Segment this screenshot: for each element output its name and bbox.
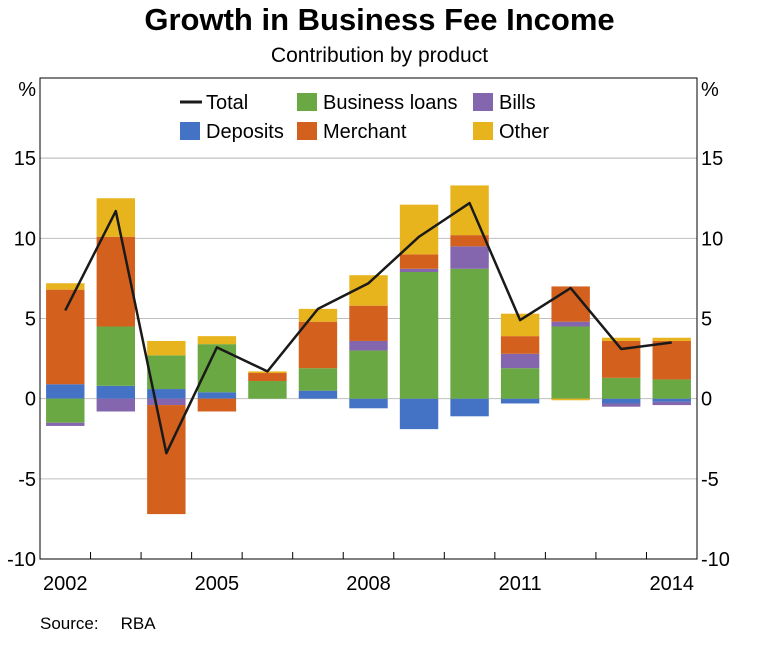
y-tick-label-left: 0 (25, 389, 36, 411)
bar-segment-merchant-2007 (298, 321, 338, 369)
chart-title: Growth in Business Fee Income (144, 2, 615, 37)
bar-segment-deposits-2013 (601, 398, 641, 404)
y-tick-label-left: 5 (25, 309, 36, 331)
y-tick-label-right: 5 (701, 309, 712, 331)
x-tick-label: 2014 (649, 573, 694, 595)
bar-segment-other-2003 (96, 198, 136, 237)
legend-swatch-business_loans (297, 93, 317, 111)
bar-segment-other-2004 (147, 340, 186, 356)
x-tick-label: 2011 (499, 573, 542, 595)
legend-label-business_loans: Business loans (323, 92, 458, 114)
bar-segment-bills-2010 (450, 246, 489, 269)
source-label: Source: (40, 614, 99, 633)
bar-segment-merchant-2010 (450, 235, 489, 247)
bar-segment-business_loans-2005 (197, 344, 237, 393)
bar-segment-deposits-2003 (96, 385, 136, 399)
legend-swatch-merchant (297, 122, 317, 140)
plot-border (39, 77, 698, 560)
total-line-layer (64, 201, 672, 455)
bar-segment-other-2013 (601, 337, 641, 341)
y-tick-label-left: -10 (7, 549, 36, 571)
bar-segment-bills-2014 (652, 401, 691, 406)
legend-swatch-other (473, 122, 493, 140)
legend-label-total: Total (206, 92, 248, 114)
bar-segment-business_loans-2007 (298, 368, 338, 391)
bar-segment-business_loans-2010 (450, 268, 489, 399)
bar-segment-business_loans-2009 (399, 272, 439, 399)
bar-segment-business_loans-2011 (500, 368, 540, 399)
bar-segment-business_loans-2006 (248, 381, 287, 399)
bar-segment-bills-2011 (500, 353, 540, 369)
bar-segment-deposits-2004 (147, 389, 186, 399)
y-tick-label-right: 0 (701, 389, 712, 411)
bar-segment-merchant-2006 (248, 373, 287, 382)
bar-segment-bills-2004 (147, 398, 186, 406)
x-tick-label: 2008 (346, 573, 391, 595)
bar-segment-deposits-2008 (349, 398, 388, 409)
bar-segment-other-2011 (500, 313, 540, 337)
legend: Total Business loans Bills Deposits Merchant… (180, 92, 549, 143)
bar-segment-business_loans-2002 (46, 398, 85, 423)
legend-swatch-deposits (180, 122, 200, 140)
y-tick-label-right: -5 (701, 469, 719, 491)
source-value: RBA (120, 614, 156, 633)
bar-segment-bills-2008 (349, 340, 388, 351)
x-tick-label: 2002 (43, 573, 88, 595)
bar-segment-other-2012 (551, 398, 590, 401)
legend-label-bills: Bills (499, 92, 536, 114)
bar-segment-merchant-2004 (147, 405, 186, 515)
x-tick-label: 2005 (195, 573, 240, 595)
bar-segment-merchant-2008 (349, 305, 388, 341)
bar-segment-merchant-2005 (197, 398, 237, 412)
bar-segment-business_loans-2008 (349, 350, 388, 399)
bar-segment-business_loans-2004 (147, 355, 186, 390)
y-tick-label-right: -10 (701, 549, 730, 571)
bar-segment-business_loans-2003 (96, 326, 136, 386)
bar-segment-deposits-2009 (399, 398, 439, 430)
y-tick-label-left: 15 (14, 148, 36, 170)
legend-swatch-bills (473, 93, 493, 111)
source-note: Source: RBA (40, 614, 156, 634)
plot-frame (39, 77, 698, 560)
y-tick-label-right: 15 (701, 148, 723, 170)
bar-segment-business_loans-2013 (601, 377, 641, 399)
bar-segment-bills-2003 (96, 398, 136, 412)
bar-segment-deposits-2011 (500, 398, 540, 404)
y-unit-label-right: % (701, 79, 719, 101)
bar-segment-other-2005 (197, 336, 237, 345)
bar-segment-deposits-2010 (450, 398, 489, 417)
y-unit-label-left: % (18, 79, 36, 101)
bar-segment-deposits-2014 (652, 398, 691, 402)
bar-segment-bills-2009 (399, 268, 439, 273)
bar-segment-deposits-2002 (46, 384, 85, 399)
bars (46, 185, 691, 515)
bar-segment-bills-2002 (46, 422, 85, 426)
bar-segment-other-2002 (46, 283, 85, 290)
bar-segment-deposits-2007 (298, 390, 338, 399)
bar-segment-other-2010 (450, 185, 489, 236)
bar-segment-merchant-2011 (500, 336, 540, 354)
bar-segment-merchant-2002 (46, 289, 85, 385)
y-tick-label-left: 10 (14, 228, 36, 250)
bar-segment-business_loans-2012 (551, 326, 590, 399)
bar-segment-bills-2013 (601, 403, 641, 407)
bar-segment-merchant-2009 (399, 254, 439, 269)
total-line (64, 201, 672, 455)
legend-label-other: Other (499, 121, 549, 143)
legend-label-merchant: Merchant (323, 121, 407, 143)
y-tick-label-right: 10 (701, 228, 723, 250)
bar-segment-bills-2012 (551, 321, 590, 327)
bar-segment-deposits-2005 (197, 392, 237, 399)
bar-segment-merchant-2003 (96, 236, 136, 327)
legend-label-deposits: Deposits (206, 121, 284, 143)
axis-labels: -10 -10 -5 -5 0 0 5 5 10 10 15 15% % 2002 2005 2008 2011… (7, 79, 730, 595)
bar-segment-other-2007 (298, 308, 338, 322)
y-tick-label-left: -5 (18, 469, 36, 491)
bar-segment-other-2009 (399, 204, 439, 255)
chart-subtitle: Contribution by product (270, 44, 489, 67)
bar-segment-other-2014 (652, 337, 691, 341)
bar-segment-merchant-2014 (652, 340, 691, 380)
bar-segment-business_loans-2014 (652, 379, 691, 399)
